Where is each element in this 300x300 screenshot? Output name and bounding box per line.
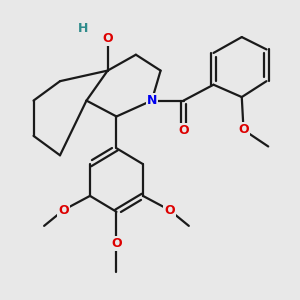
Text: H: H <box>78 22 88 35</box>
Text: O: O <box>164 203 175 217</box>
Text: O: O <box>111 237 122 250</box>
Text: O: O <box>102 32 113 45</box>
Text: O: O <box>238 123 249 136</box>
Text: N: N <box>147 94 157 107</box>
Text: O: O <box>178 124 189 137</box>
Text: O: O <box>58 203 69 217</box>
